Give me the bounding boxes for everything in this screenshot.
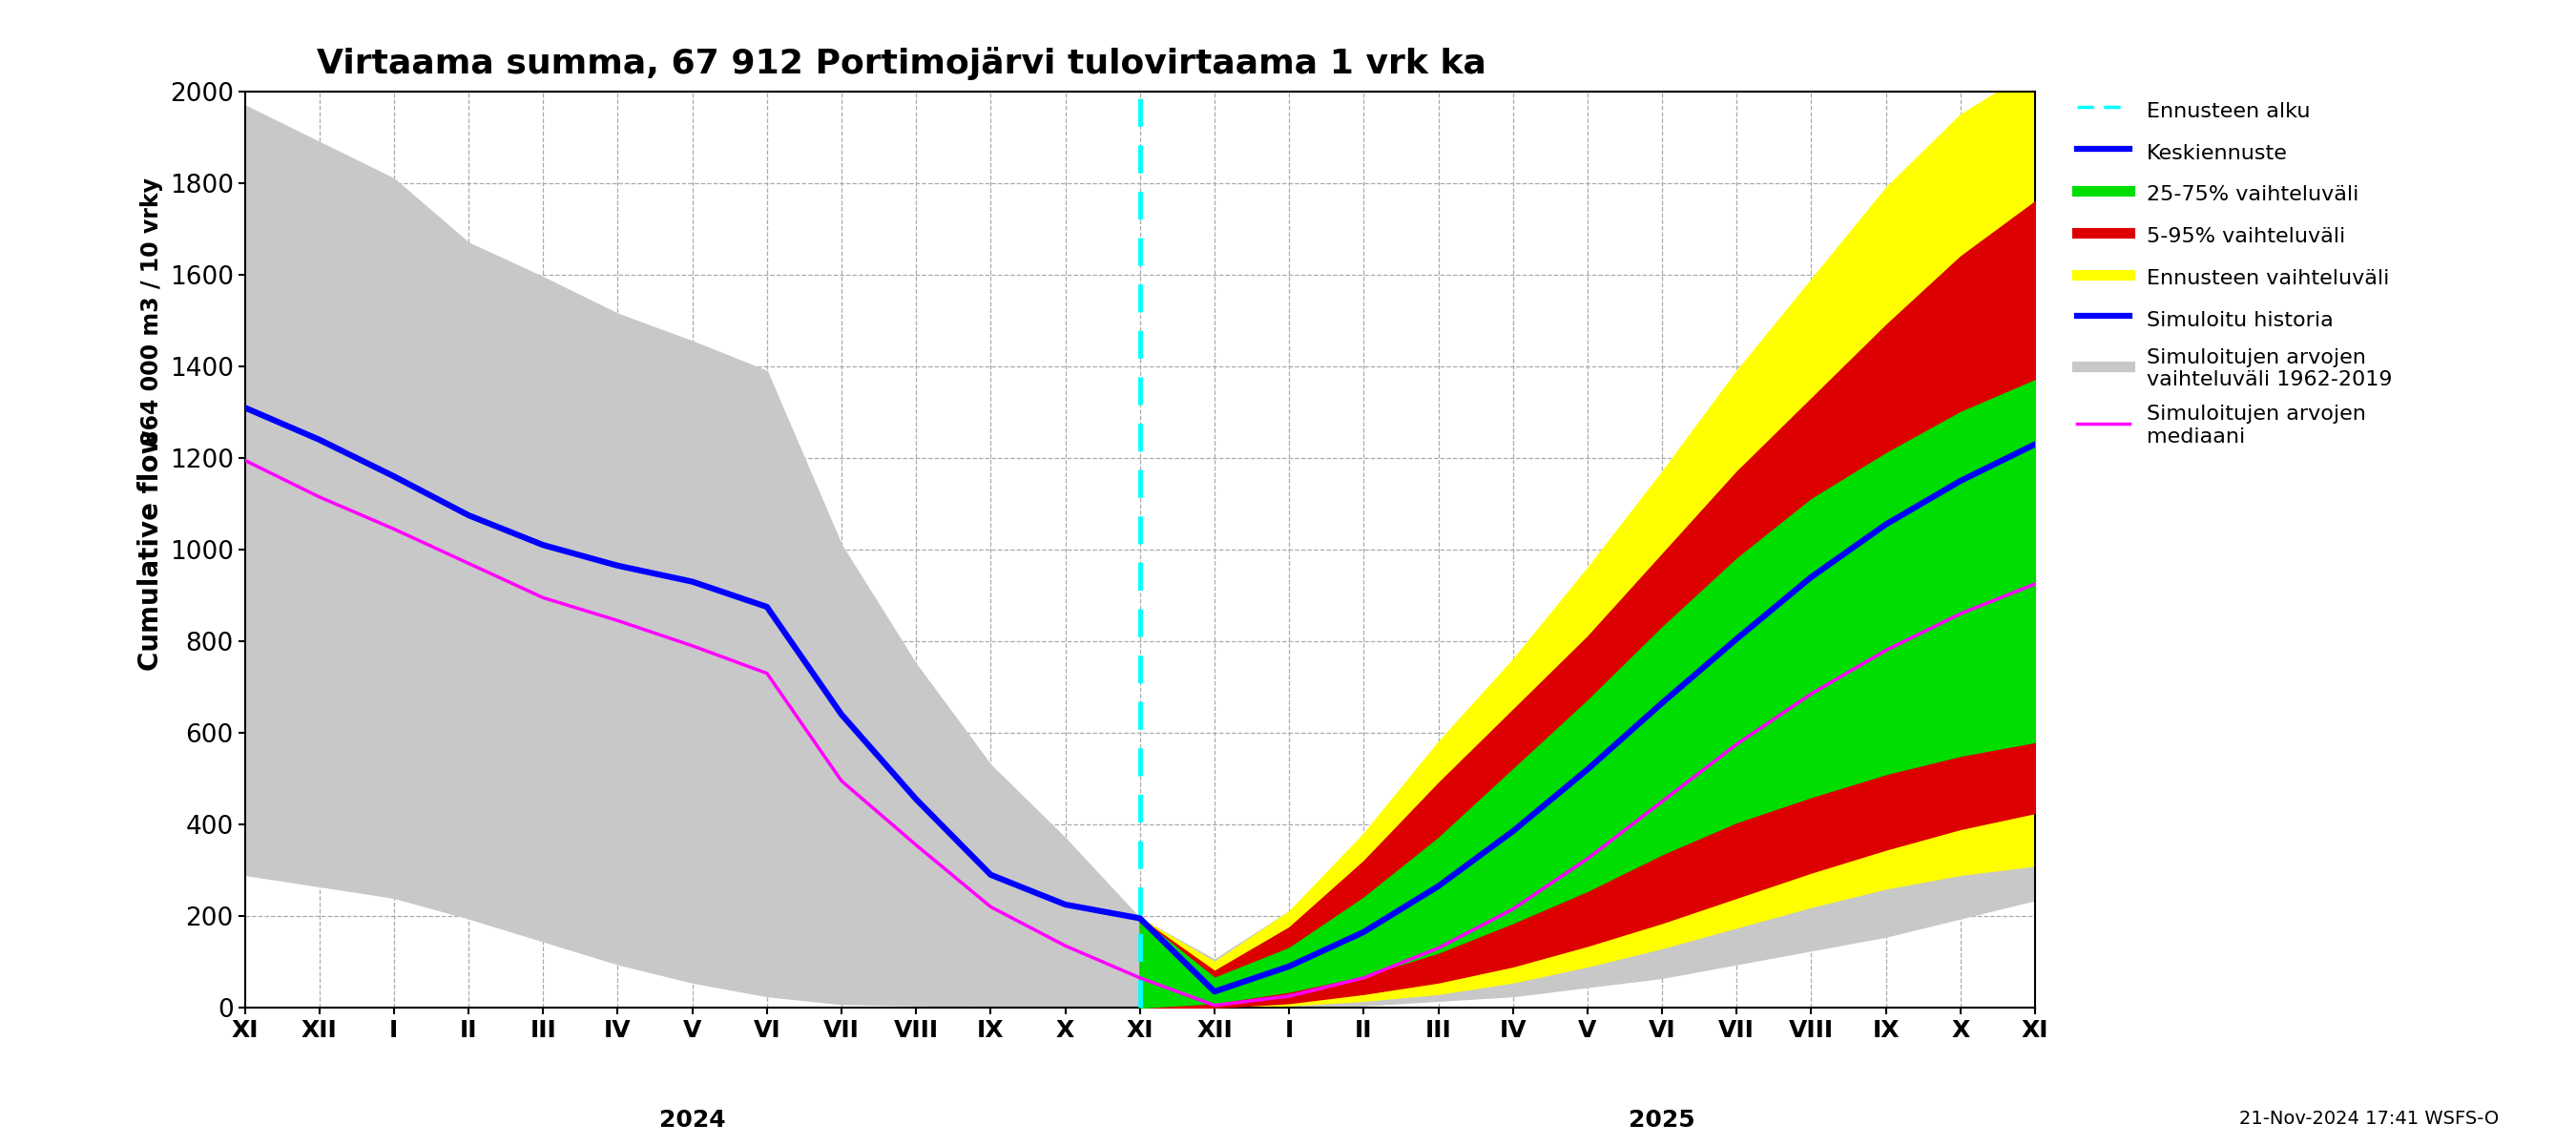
Text: Virtaama summa, 67 912 Portimojärvi tulovirtaama 1 vrk ka: Virtaama summa, 67 912 Portimojärvi tulo… <box>317 46 1486 80</box>
Text: 2025: 2025 <box>1628 1108 1695 1131</box>
Y-axis label: Cumulative flow: Cumulative flow <box>137 429 165 670</box>
Legend: Ennusteen alku, Keskiennuste, 25-75% vaihteluväli, 5-95% vaihteluväli, Ennusteen: Ennusteen alku, Keskiennuste, 25-75% vai… <box>2074 93 2396 450</box>
Text: 2024: 2024 <box>659 1108 726 1131</box>
Text: 21-Nov-2024 17:41 WSFS-O: 21-Nov-2024 17:41 WSFS-O <box>2239 1110 2499 1128</box>
Text: 864 000 m3 / 10 vrky: 864 000 m3 / 10 vrky <box>139 177 162 445</box>
